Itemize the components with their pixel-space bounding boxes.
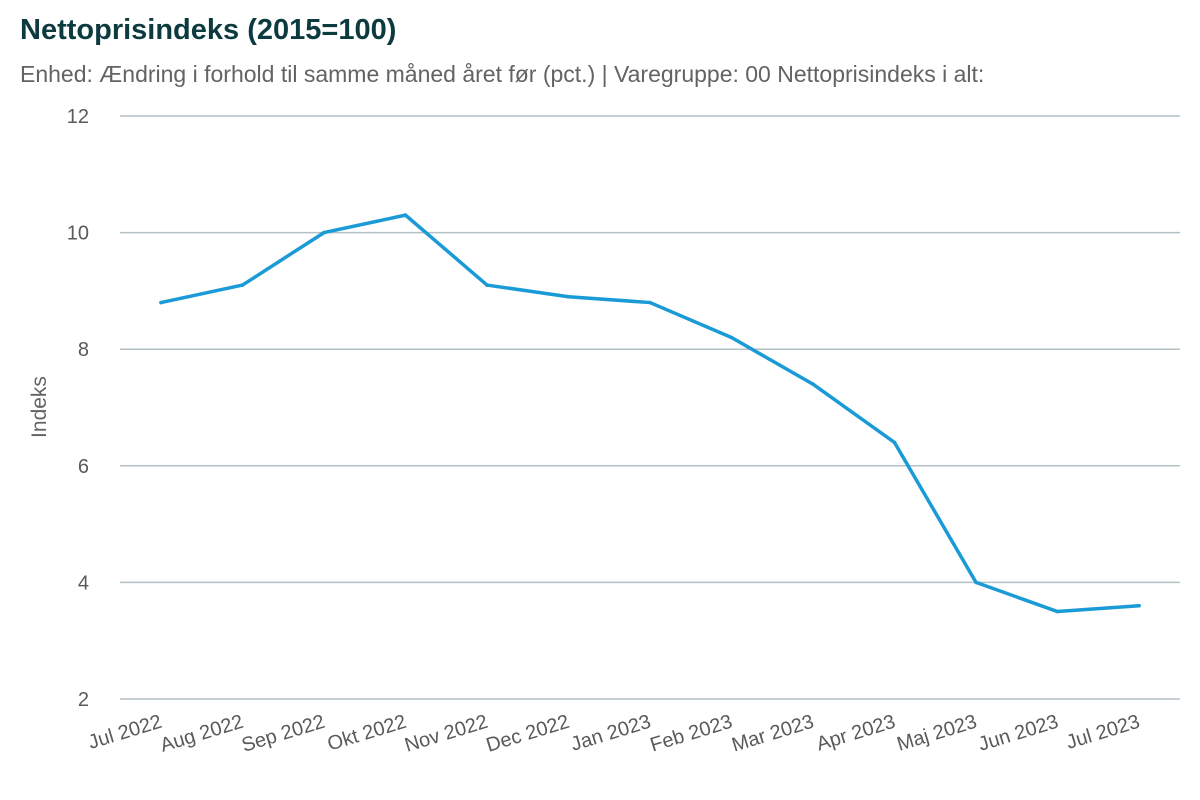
- data-point: [729, 335, 734, 340]
- x-tick-label: Okt 2022: [325, 711, 409, 756]
- x-tick-label: Apr 2023: [814, 711, 898, 756]
- series-line: [159, 213, 1141, 614]
- x-tick-label: Jun 2023: [976, 711, 1061, 756]
- data-point: [403, 213, 408, 217]
- chart-title: Nettoprisindeks (2015=100): [20, 14, 397, 46]
- data-point: [811, 382, 815, 386]
- y-tick-label: 4: [78, 572, 89, 594]
- x-tick-label: Jul 2023: [1064, 711, 1143, 754]
- x-tick-label: Aug 2022: [158, 711, 246, 757]
- data-point: [566, 294, 571, 299]
- data-point: [485, 283, 489, 287]
- x-tick-label: Mar 2023: [729, 711, 816, 757]
- y-axis-ticks: 2 4 6 8 10 12: [67, 106, 89, 711]
- data-point: [322, 230, 326, 235]
- gridlines: [120, 115, 1180, 700]
- data-point: [648, 300, 652, 305]
- x-tick-label: Jan 2023: [568, 711, 653, 756]
- x-tick-label: Sep 2022: [239, 711, 327, 757]
- data-point: [974, 580, 978, 585]
- x-tick-label: Feb 2023: [648, 711, 735, 757]
- y-tick-label: 10: [67, 223, 89, 245]
- y-tick-label: 12: [67, 106, 89, 128]
- data-point: [1137, 603, 1141, 608]
- y-axis-label: Indeks: [28, 376, 51, 438]
- x-tick-label: Maj 2023: [894, 711, 979, 756]
- data-point: [159, 300, 163, 305]
- data-point: [240, 283, 245, 287]
- x-tick-label: Jul 2022: [86, 711, 165, 754]
- series-layer: [159, 213, 1141, 614]
- y-tick-label: 6: [78, 456, 89, 478]
- data-point: [1055, 609, 1060, 614]
- x-tick-label: Nov 2022: [402, 711, 490, 757]
- y-tick-label: 8: [78, 339, 89, 361]
- y-tick-label: 2: [78, 689, 89, 711]
- chart-subtitle: Enhed: Ændring i forhold til samme måned…: [20, 61, 985, 87]
- x-tick-label: Dec 2022: [484, 711, 572, 757]
- data-point: [892, 440, 897, 445]
